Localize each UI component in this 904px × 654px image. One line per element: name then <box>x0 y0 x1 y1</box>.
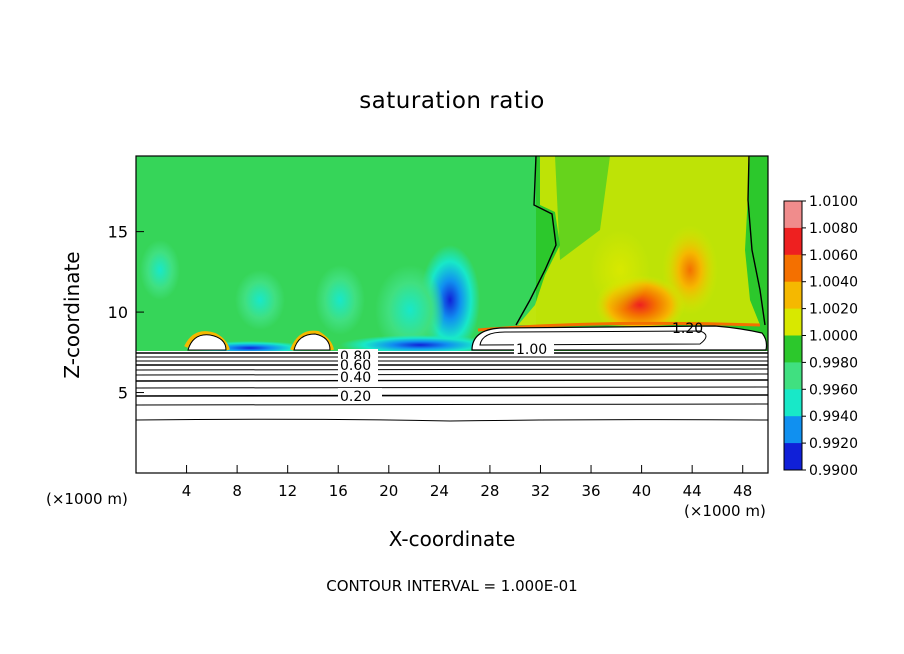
colorbar-label: 0.9920 <box>809 436 858 452</box>
x-tick-label: 12 <box>278 482 297 500</box>
colorbar-band <box>784 335 802 363</box>
colorbar-band <box>784 281 802 310</box>
y-axis-label: Z-coordinate <box>60 251 84 379</box>
x-unit-left: (×1000 m) <box>46 490 128 508</box>
colorbar-label: 1.0060 <box>809 248 858 264</box>
contour-label-0.20: 0.20 <box>340 389 371 405</box>
x-tick-label: 16 <box>329 482 348 500</box>
colorbar-band <box>784 201 802 229</box>
x-tick-label: 32 <box>531 482 550 500</box>
colorbar-band <box>784 389 802 417</box>
contour-label-1.00: 1.00 <box>516 342 547 358</box>
contour-lines <box>136 352 768 422</box>
colorbar-band <box>784 443 802 471</box>
contour-labels: 0.80 0.60 0.40 0.20 1.00 1.20 <box>338 321 703 405</box>
colorbar-label: 0.9960 <box>809 382 858 398</box>
heatmap-field <box>136 156 768 473</box>
colorbar: 1.0100 1.0080 1.0060 1.0040 1.0020 1.0000 0.99… <box>783 194 858 479</box>
contour-label-0.40: 0.40 <box>340 370 371 386</box>
contour-label-1.20: 1.20 <box>672 321 703 337</box>
plot-frame <box>135 155 769 474</box>
colorbar-label: 0.9900 <box>809 463 858 479</box>
x-tick-label: 4 <box>182 482 192 500</box>
colorbar-band <box>784 416 802 444</box>
x-tick-label: 28 <box>480 482 499 500</box>
x-tick-label: 24 <box>430 482 449 500</box>
x-axis: 4 8 12 16 20 24 28 32 36 40 44 48 <box>182 465 752 500</box>
colorbar-label: 1.0080 <box>809 221 858 237</box>
x-tick-label: 48 <box>733 482 752 500</box>
colorbar-label: 1.0100 <box>809 194 858 210</box>
colorbar-label: 1.0000 <box>809 329 858 345</box>
x-tick-label: 36 <box>581 482 600 500</box>
y-axis: 5 10 15 <box>108 223 144 403</box>
y-tick-label: 15 <box>108 223 128 242</box>
x-tick-label: 44 <box>683 482 702 500</box>
x-unit-right: (×1000 m) <box>684 502 766 520</box>
x-tick-label: 8 <box>232 482 242 500</box>
colorbar-label: 0.9940 <box>809 409 858 425</box>
x-tick-label: 40 <box>632 482 651 500</box>
colorbar-label: 0.9980 <box>809 355 858 371</box>
chart-title: saturation ratio <box>359 88 545 114</box>
colorbar-label: 1.0020 <box>809 302 858 318</box>
x-tick-label: 20 <box>379 482 398 500</box>
y-tick-label: 5 <box>118 384 128 403</box>
x-axis-label: X-coordinate <box>388 527 516 551</box>
colorbar-band <box>784 254 802 283</box>
colorbar-label: 1.0040 <box>809 275 858 291</box>
colorbar-band <box>784 308 802 336</box>
y-tick-label: 10 <box>108 303 128 322</box>
colorbar-band <box>784 227 802 256</box>
colorbar-band <box>784 362 802 390</box>
contour-interval-note: CONTOUR INTERVAL = 1.000E-01 <box>326 577 578 595</box>
